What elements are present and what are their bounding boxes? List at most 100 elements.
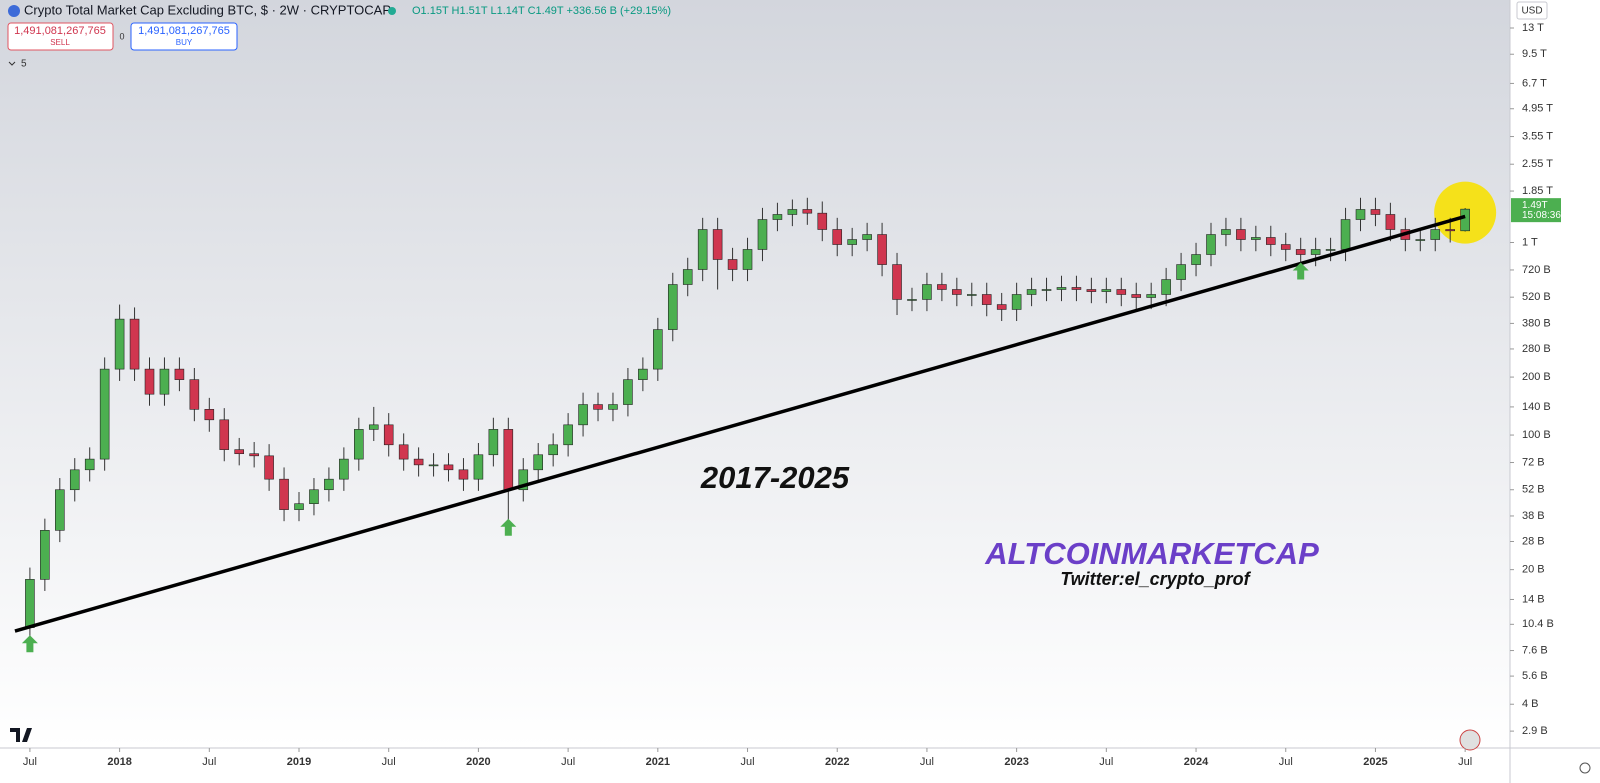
- y-tick-label: 140 B: [1522, 401, 1551, 413]
- y-tick-label: 4.95 T: [1522, 103, 1553, 115]
- candle-body: [608, 404, 618, 410]
- candle-body: [817, 212, 828, 230]
- price-tag-timer: 15:08:36: [1522, 210, 1561, 221]
- candle-body: [892, 264, 902, 300]
- symbol-logo: [8, 5, 20, 17]
- y-tick-label: 1 T: [1522, 236, 1538, 248]
- x-tick-label: Jul: [920, 756, 934, 768]
- y-tick-label: 38 B: [1522, 510, 1545, 522]
- candle-body: [1236, 229, 1246, 240]
- price-tag: [1511, 198, 1561, 223]
- candle-body: [294, 503, 304, 510]
- candle-body: [578, 404, 588, 426]
- y-tick-label: 13 T: [1522, 22, 1544, 34]
- candle-body: [952, 289, 962, 295]
- candle-body: [937, 284, 947, 290]
- tv-logo: [10, 728, 32, 742]
- y-tick-label: 720 B: [1522, 264, 1551, 276]
- x-tick-label: Jul: [1279, 756, 1293, 768]
- session-flag[interactable]: [1459, 729, 1481, 751]
- candle-body: [996, 304, 1007, 310]
- candle-body: [144, 368, 155, 395]
- candle-body: [249, 453, 259, 457]
- candle-body: [1071, 287, 1082, 290]
- x-tick-label: 2024: [1184, 756, 1209, 768]
- candle-body: [129, 318, 140, 370]
- candle-body: [354, 429, 364, 460]
- sell-label: SELL: [50, 38, 70, 47]
- currency: USD: [1521, 6, 1542, 17]
- candle-body: [309, 489, 319, 505]
- candle-body: [174, 368, 185, 380]
- candle-body: [1101, 289, 1112, 292]
- indicators-toggle[interactable]: [8, 61, 16, 66]
- candle-body: [189, 379, 200, 410]
- candle-body: [1385, 214, 1396, 230]
- sell-button[interactable]: [7, 22, 114, 51]
- y-tick-label: 100 B: [1522, 429, 1551, 441]
- y-tick-label: 9.5 T: [1522, 48, 1547, 60]
- y-tick-label: 28 B: [1522, 535, 1545, 547]
- y-tick-label: 5.6 B: [1522, 670, 1548, 682]
- spread: 0: [119, 31, 124, 41]
- candle-body: [458, 469, 469, 480]
- x-tick-label: Jul: [561, 756, 575, 768]
- candle-body: [742, 249, 753, 270]
- candle-body: [1445, 229, 1455, 232]
- y-tick-label: 1.85 T: [1522, 185, 1553, 197]
- x-tick-label: Jul: [23, 756, 37, 768]
- candle-body: [623, 379, 633, 405]
- candle-body: [548, 444, 558, 456]
- candle-body: [1176, 264, 1186, 280]
- y-tick-label: 52 B: [1522, 484, 1545, 496]
- buy-button[interactable]: [130, 22, 238, 51]
- y-tick-label: 7.6 B: [1522, 644, 1548, 656]
- candle-body: [1325, 249, 1336, 251]
- candle-body: [757, 219, 768, 250]
- candle-body: [55, 489, 65, 531]
- status-dot: [388, 7, 396, 15]
- candle-body: [1295, 249, 1306, 255]
- x-tick-label: 2019: [287, 756, 311, 768]
- symbol-title[interactable]: Crypto Total Market Cap Excluding BTC, $…: [24, 2, 391, 17]
- signal-arrow: [500, 518, 517, 536]
- y-tick-label: 6.7 T: [1522, 77, 1547, 89]
- y-tick-label: 20 B: [1522, 564, 1545, 576]
- candle-body: [398, 444, 409, 460]
- candle-body: [503, 429, 514, 491]
- candle-body: [1056, 287, 1067, 290]
- y-tick-label: 2.9 B: [1522, 725, 1548, 737]
- candle-body: [383, 424, 394, 446]
- candle-body: [1041, 289, 1052, 291]
- candle-body: [84, 458, 95, 471]
- candle-body: [1415, 239, 1426, 241]
- trendline: [14, 214, 1466, 633]
- candle-body: [1086, 289, 1097, 292]
- y-tick-label: 280 B: [1522, 343, 1551, 355]
- candle-body: [488, 429, 499, 456]
- candle-body: [1026, 289, 1037, 295]
- candle-body: [862, 234, 872, 240]
- candle-body: [638, 368, 648, 380]
- candle-body: [1355, 209, 1366, 220]
- x-tick-label: 2018: [107, 756, 131, 768]
- candle-body: [966, 294, 977, 296]
- candle-body: [877, 234, 887, 265]
- candle-body: [159, 368, 170, 395]
- y-tick-label: 3.55 T: [1522, 130, 1553, 142]
- candle-body: [847, 239, 857, 245]
- currency-button[interactable]: [1516, 1, 1548, 20]
- candle-body: [1430, 229, 1441, 240]
- candle-body: [1370, 209, 1381, 215]
- candle-body: [981, 294, 992, 305]
- sell-price: 1,491,081,267,765: [14, 25, 106, 37]
- settings-icon[interactable]: [1579, 762, 1591, 774]
- handle-annotation: Twitter:el_crypto_prof: [1060, 569, 1251, 589]
- candle-body: [279, 478, 289, 510]
- candle-body: [204, 409, 215, 421]
- candle-body: [1206, 234, 1216, 255]
- candle-body: [787, 209, 798, 215]
- y-tick-label: 380 B: [1522, 317, 1551, 329]
- x-tick-label: Jul: [1458, 756, 1472, 768]
